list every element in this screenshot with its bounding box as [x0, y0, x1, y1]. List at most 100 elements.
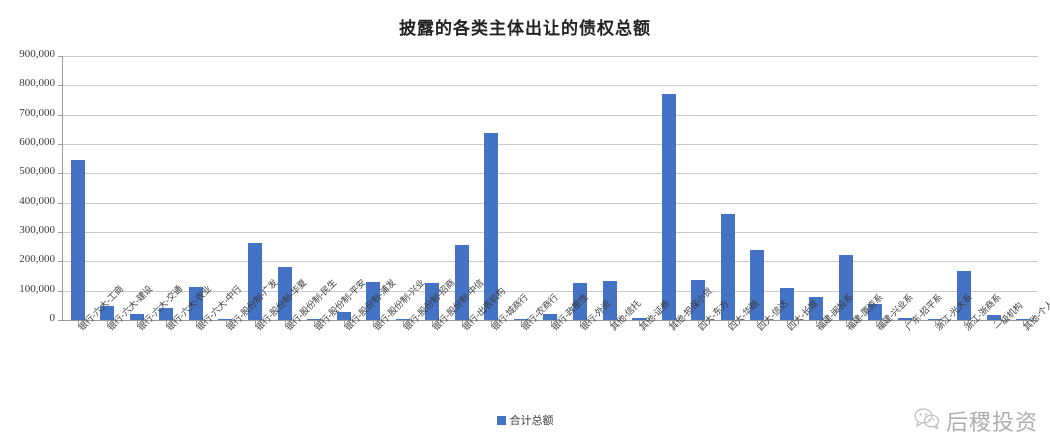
bar[interactable]	[750, 249, 765, 320]
x-tick-mark	[107, 320, 109, 324]
bar-slot	[152, 56, 182, 320]
bar-slot	[949, 56, 979, 320]
bar[interactable]	[957, 270, 972, 320]
y-tick-mark	[58, 261, 63, 263]
bar-slot	[772, 56, 802, 320]
bar[interactable]	[691, 280, 706, 320]
y-tick-label: 100,000	[19, 282, 55, 295]
x-tick-mark	[77, 320, 79, 324]
bar-slot	[329, 56, 359, 320]
bar[interactable]	[1016, 319, 1031, 320]
bar-slot	[743, 56, 773, 320]
gridline	[63, 290, 1038, 292]
y-tick-label: 700,000	[19, 106, 55, 119]
bar[interactable]	[602, 281, 617, 320]
bar[interactable]	[307, 318, 322, 320]
x-tick-mark	[166, 320, 168, 324]
bar[interactable]	[809, 296, 824, 320]
bar[interactable]	[986, 315, 1001, 320]
gridline	[63, 173, 1038, 175]
bar[interactable]	[277, 266, 292, 320]
y-tick-mark	[58, 173, 63, 175]
bar[interactable]	[573, 283, 588, 320]
bar[interactable]	[632, 318, 647, 320]
x-tick-mark	[402, 320, 404, 324]
bar-slot	[447, 56, 477, 320]
bar[interactable]	[513, 318, 528, 320]
x-tick-mark	[225, 320, 227, 324]
bar[interactable]	[366, 281, 381, 320]
bar-series	[63, 56, 1038, 324]
bar[interactable]	[425, 283, 440, 320]
bar[interactable]	[248, 242, 263, 320]
bar-slot	[1008, 56, 1038, 320]
bar[interactable]	[868, 303, 883, 320]
bar-slot	[831, 56, 861, 320]
bar[interactable]	[454, 244, 469, 320]
x-tick-mark	[639, 320, 641, 324]
x-tick-mark	[905, 320, 907, 324]
x-tick-mark	[432, 320, 434, 324]
x-tick-mark	[875, 320, 877, 324]
bar-slot	[418, 56, 448, 320]
bar[interactable]	[779, 288, 794, 320]
bar[interactable]	[129, 314, 144, 320]
x-tick-mark	[698, 320, 700, 324]
gridline	[63, 56, 1038, 57]
bar-slot	[565, 56, 595, 320]
gridline	[63, 202, 1038, 204]
x-tick-mark	[580, 320, 582, 324]
x-tick-mark	[284, 320, 286, 324]
y-tick-label: 800,000	[19, 77, 55, 90]
gridline	[63, 114, 1038, 116]
bar-slot	[624, 56, 654, 320]
bar[interactable]	[898, 317, 913, 320]
bar[interactable]	[336, 311, 351, 320]
y-tick-mark	[58, 114, 63, 116]
x-tick-mark	[757, 320, 759, 324]
plot-area: 0 100,000 200,000 300,000 400,000 500,000 600,…	[19, 48, 1038, 324]
bar[interactable]	[484, 133, 499, 320]
bar[interactable]	[218, 318, 233, 320]
bar-slot	[595, 56, 625, 320]
x-tick-mark	[934, 320, 936, 324]
bar-slot	[388, 56, 418, 320]
bar[interactable]	[661, 93, 676, 320]
y-tick-label: 300,000	[19, 224, 55, 236]
x-tick-mark	[816, 320, 818, 324]
bar[interactable]	[70, 159, 85, 320]
bar[interactable]	[159, 307, 174, 320]
x-tick-mark	[993, 320, 995, 324]
x-tick-mark	[964, 320, 966, 324]
x-tick-mark	[461, 320, 463, 324]
y-tick-mark	[58, 202, 63, 204]
bar-slot	[713, 56, 743, 320]
bar[interactable]	[543, 313, 558, 320]
bar[interactable]	[188, 287, 203, 320]
bar[interactable]	[100, 305, 115, 320]
bar-slot	[358, 56, 388, 320]
x-tick-mark	[668, 320, 670, 324]
bar[interactable]	[395, 318, 410, 320]
x-tick-mark	[255, 320, 257, 324]
bar-slot	[979, 56, 1009, 320]
y-tick-mark	[58, 85, 63, 87]
bar-slot	[861, 56, 891, 320]
bar[interactable]	[838, 255, 853, 320]
bar[interactable]	[927, 319, 942, 320]
watermark: 后稷投资	[914, 405, 1038, 437]
wechat-icon	[914, 407, 940, 435]
bar-slot	[270, 56, 300, 320]
chart-legend: 合计总额	[0, 412, 1050, 428]
y-tick-label: 400,000	[19, 194, 55, 207]
bar-slot	[802, 56, 832, 320]
gridline	[63, 261, 1038, 263]
bar-slot	[122, 56, 152, 320]
legend-label[interactable]: 合计总额	[509, 414, 554, 427]
bar-slot	[477, 56, 507, 320]
bar[interactable]	[720, 213, 735, 320]
x-tick-mark	[343, 320, 345, 324]
y-tick-mark	[58, 232, 63, 233]
x-tick-mark	[786, 320, 788, 324]
